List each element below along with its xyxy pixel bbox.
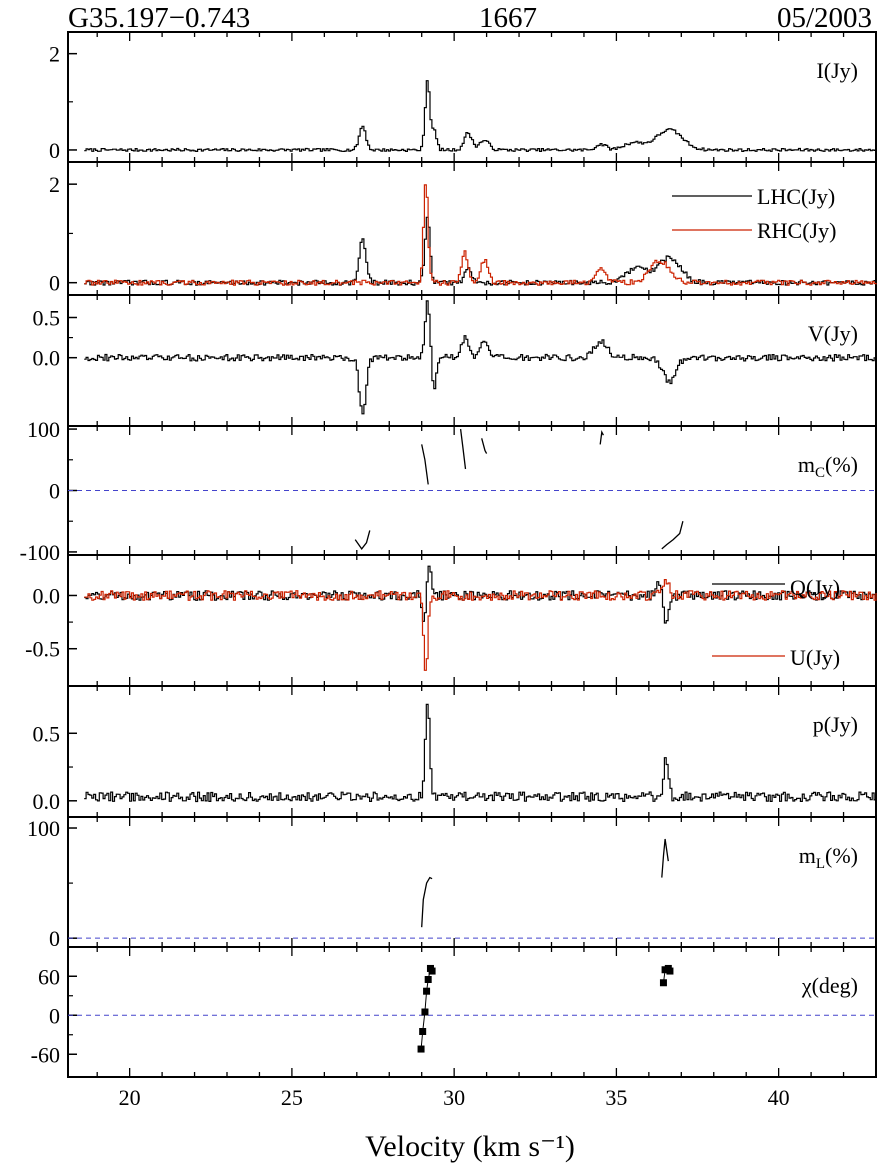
panel-label-p: p(Jy) <box>813 712 858 737</box>
segment-mc-2 <box>481 438 488 454</box>
panels: 0 2 I(Jy) 0 2 LHC(Jy) RHC(Jy) 0.0 0.5 V(Jy) -100 0 1… <box>20 31 877 1078</box>
series-line-LR-1 <box>84 184 877 286</box>
panel-frame <box>67 554 877 687</box>
y-tick-label: 0.5 <box>33 306 61 331</box>
segment-mc-3 <box>599 429 604 445</box>
y-tick-label: 100 <box>27 816 60 841</box>
segment-mc-4 <box>354 530 371 550</box>
panel-chi: -60 0 60 χ(deg) <box>31 946 877 1078</box>
y-tick-label: -100 <box>20 540 60 565</box>
panel-QU: -0.5 0.0 Q(Jy) U(Jy) <box>25 554 877 687</box>
panel-label-chi: χ(deg) <box>801 973 858 998</box>
y-tick-label: 0 <box>49 271 60 296</box>
panel-label-ml: mL(%) <box>799 843 858 872</box>
chi-point <box>424 976 432 983</box>
y-tick-label: 0 <box>49 479 60 504</box>
panel-frame <box>67 816 877 948</box>
x-tick-label: 30 <box>443 1085 465 1110</box>
x-axis: 20 25 30 35 40 <box>119 1085 790 1110</box>
panel-V: 0.0 0.5 V(Jy) <box>33 294 877 427</box>
chi-point <box>423 987 431 995</box>
panel-label-mc: mC(%) <box>798 452 858 481</box>
panel-frame <box>67 946 877 1078</box>
series-line-p-0 <box>84 703 877 803</box>
x-tick-label: 25 <box>281 1085 303 1110</box>
y-tick-label: 0.0 <box>33 346 61 371</box>
y-tick-label: 0 <box>49 926 60 951</box>
legend-label-LR-1: RHC(Jy) <box>757 218 836 243</box>
panel-LR: 0 2 LHC(Jy) RHC(Jy) <box>49 161 877 296</box>
y-tick-label: 2 <box>49 172 60 197</box>
y-tick-label: 2 <box>49 42 60 67</box>
y-tick-label: -0.5 <box>25 637 60 662</box>
y-tick-label: 0.0 <box>33 789 61 814</box>
y-tick-label: 0.5 <box>33 721 61 746</box>
x-axis-title: Velocity (km s⁻¹) <box>365 1130 575 1163</box>
panel-I: 0 2 I(Jy) <box>49 31 877 163</box>
chi-point <box>659 979 667 987</box>
y-tick-label: 0 <box>49 1003 60 1028</box>
panel-mc: -100 0 100 mC(%) <box>20 417 877 565</box>
legend-label-QU-1: U(Jy) <box>790 645 840 670</box>
legend-label-LR-0: LHC(Jy) <box>757 184 835 209</box>
panel-ml: 0 100 mL(%) <box>27 816 877 951</box>
series-line-QU-1 <box>84 579 877 671</box>
panel-frame <box>67 31 877 163</box>
segment-ml-1 <box>661 838 669 878</box>
y-tick-label: 60 <box>38 964 60 989</box>
y-tick-label: -60 <box>31 1042 60 1067</box>
segment-mc-5 <box>661 521 684 550</box>
chi-point <box>421 1008 429 1016</box>
series-line-V-0 <box>84 300 877 415</box>
x-tick-label: 40 <box>768 1085 790 1110</box>
series-line-I-0 <box>84 80 877 152</box>
chi-point <box>417 1045 425 1053</box>
y-tick-label: 100 <box>27 417 60 442</box>
frequency-label: 1667 <box>479 2 537 34</box>
y-tick-label: 0 <box>49 138 60 163</box>
segment-mc-0 <box>421 444 429 485</box>
panel-p: 0.0 0.5 p(Jy) <box>33 685 877 818</box>
segment-ml-0 <box>421 876 433 928</box>
series-line-QU-0 <box>84 565 877 624</box>
y-tick-label: 0.0 <box>33 583 61 608</box>
legend-label-QU-0: Q(Jy) <box>790 575 840 600</box>
panel-label-V: V(Jy) <box>808 321 858 346</box>
chi-point <box>666 967 674 975</box>
panel-label-I: I(Jy) <box>816 58 858 83</box>
source-name: G35.197−0.743 <box>68 2 250 34</box>
x-tick-label: 35 <box>605 1085 627 1110</box>
chi-point <box>419 1028 427 1035</box>
x-tick-label: 20 <box>119 1085 141 1110</box>
chi-point <box>428 967 436 975</box>
segment-mc-1 <box>459 429 467 470</box>
epoch-label: 05/2003 <box>777 2 872 34</box>
